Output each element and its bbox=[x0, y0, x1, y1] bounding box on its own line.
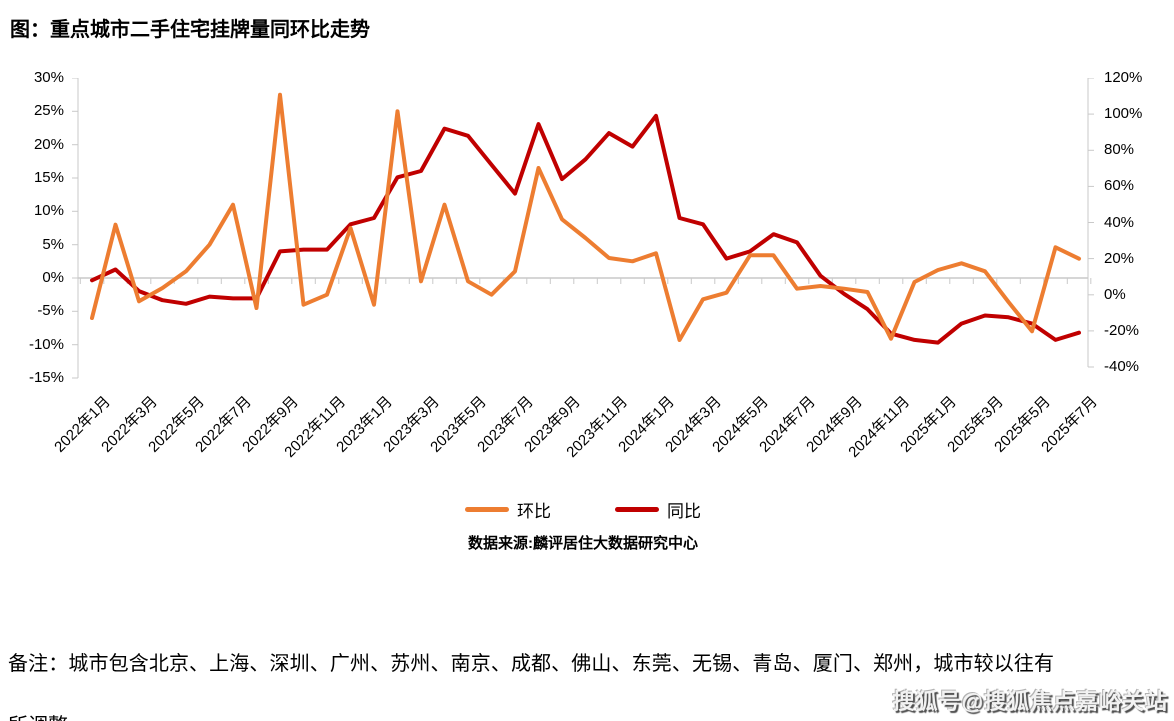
legend-item-mom: 环比 bbox=[465, 497, 551, 522]
legend-label-yoy: 同比 bbox=[667, 502, 701, 521]
x-tick-label: 2022年5月 bbox=[145, 393, 209, 456]
x-tick-label: 2024年7月 bbox=[756, 393, 820, 456]
y-left-tick-label: 25% bbox=[33, 102, 64, 120]
y-left-tick-label: 30% bbox=[33, 69, 64, 86]
y-left-tick-label: 10% bbox=[33, 202, 64, 220]
x-tick-label: 2024年1月 bbox=[615, 393, 679, 456]
y-left-tick-label: 5% bbox=[42, 235, 64, 253]
x-tick-label: 2024年3月 bbox=[662, 393, 726, 456]
x-tick-label: 2024年9月 bbox=[803, 393, 867, 456]
x-tick-label: 2022年11月 bbox=[281, 393, 350, 461]
legend: 环比 同比 bbox=[78, 497, 1088, 522]
x-tick-label: 2023年5月 bbox=[427, 393, 491, 456]
x-tick-label: 2024年5月 bbox=[709, 393, 773, 456]
data-source-caption: 数据来源:麟评居住大数据研究中心 bbox=[468, 535, 698, 552]
y-left-tick-label: 20% bbox=[33, 135, 64, 153]
legend-label-mom: 环比 bbox=[517, 502, 551, 521]
x-tick-label: 2025年5月 bbox=[991, 393, 1055, 456]
x-tick-label: 2023年1月 bbox=[333, 393, 397, 456]
watermark: 搜狐号@搜狐焦点嘉峪关站 bbox=[892, 689, 1168, 714]
chart-title: 图：重点城市二手住宅挂牌量同环比走势 bbox=[10, 19, 370, 41]
x-tick-label: 2023年3月 bbox=[380, 393, 444, 456]
mom-line-swatch bbox=[465, 507, 509, 512]
y-left-tick-label: -15% bbox=[28, 369, 64, 386]
mom-series-line bbox=[90, 92, 1081, 342]
y-left-tick-label: 15% bbox=[33, 169, 64, 186]
x-tick-label: 2023年11月 bbox=[563, 393, 632, 461]
x-tick-label: 2022年3月 bbox=[98, 393, 162, 456]
footnote: 备注：城市包含北京、上海、深圳、广州、苏州、南京、成都、佛山、东莞、无锡、青岛、… bbox=[8, 651, 1054, 721]
x-tick-label: 2022年9月 bbox=[239, 393, 303, 456]
y-left-tick-label: 0% bbox=[42, 269, 64, 286]
x-tick-label: 2023年7月 bbox=[474, 393, 538, 456]
x-tick-label: 2022年7月 bbox=[192, 393, 256, 456]
legend-item-yoy: 同比 bbox=[615, 497, 701, 522]
y-left-tick-label: -10% bbox=[28, 335, 64, 353]
x-tick-label: 2022年1月 bbox=[51, 393, 115, 456]
yoy-line-swatch bbox=[615, 507, 659, 512]
x-tick-label: 2025年7月 bbox=[1038, 393, 1102, 456]
plot-area bbox=[72, 78, 1094, 379]
x-tick-label: 2023年9月 bbox=[521, 393, 585, 456]
x-tick-label: 2025年1月 bbox=[897, 393, 961, 456]
x-tick-label: 2024年11月 bbox=[845, 393, 914, 461]
x-tick-label: 2025年3月 bbox=[944, 393, 1008, 456]
y-left-tick-label: -5% bbox=[37, 302, 64, 320]
